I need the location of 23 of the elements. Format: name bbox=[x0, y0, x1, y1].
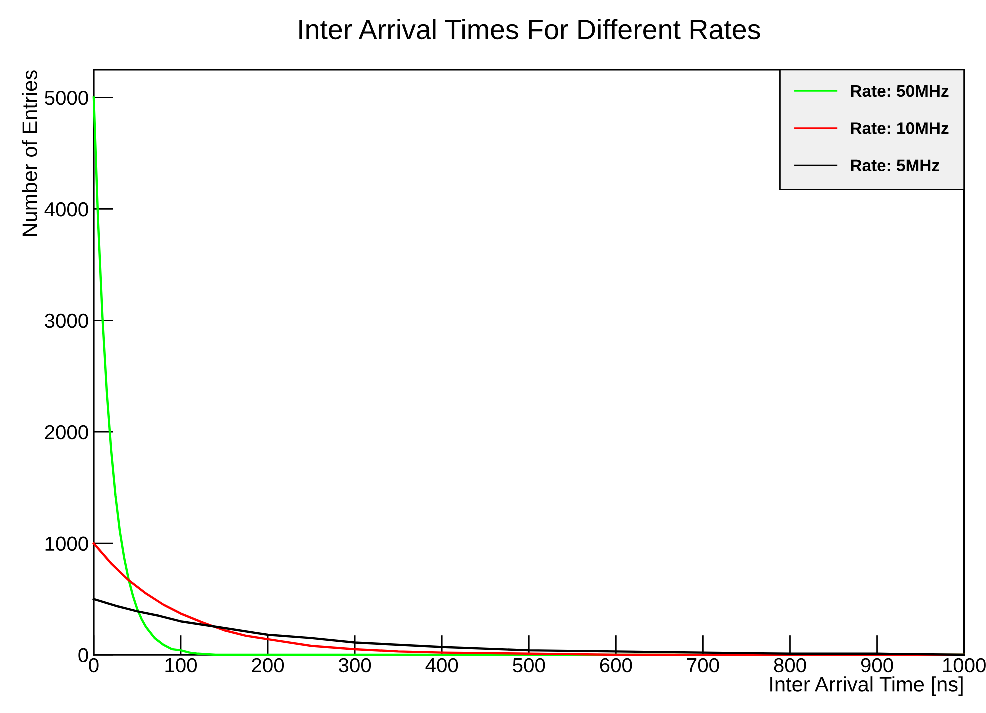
x-axis-title: Inter Arrival Time [ns] bbox=[770, 676, 963, 696]
x-tick-label: 0 bbox=[89, 658, 99, 673]
x-tick-label: 700 bbox=[687, 658, 720, 673]
legend-label: Rate: 10MHz bbox=[851, 122, 949, 134]
x-tick-label: 300 bbox=[339, 658, 372, 673]
y-axis-title: Number of Entries bbox=[22, 70, 38, 236]
y-tick-label: 1000 bbox=[46, 536, 88, 552]
y-tick-label: 4000 bbox=[44, 202, 88, 217]
y-tick-label: 0 bbox=[78, 648, 88, 663]
x-tick-label: 500 bbox=[513, 658, 546, 673]
x-tick-label: 200 bbox=[252, 658, 284, 673]
y-tick-label: 2000 bbox=[45, 425, 88, 440]
x-tick-label: 800 bbox=[774, 658, 806, 673]
x-tick-label: 600 bbox=[600, 658, 632, 673]
legend-label: Rate: 50MHz bbox=[851, 85, 949, 98]
x-tick-label: 400 bbox=[426, 658, 458, 673]
y-tick-label: 5000 bbox=[45, 90, 88, 106]
x-tick-label: 100 bbox=[166, 658, 198, 673]
chart-title: Inter Arrival Times For Different Rates bbox=[300, 19, 760, 40]
x-tick-label: 1000 bbox=[943, 658, 986, 673]
legend-label: Rate: 5MHz bbox=[851, 160, 940, 172]
x-tick-label: 900 bbox=[861, 658, 894, 673]
y-tick-label: 3000 bbox=[45, 314, 88, 328]
